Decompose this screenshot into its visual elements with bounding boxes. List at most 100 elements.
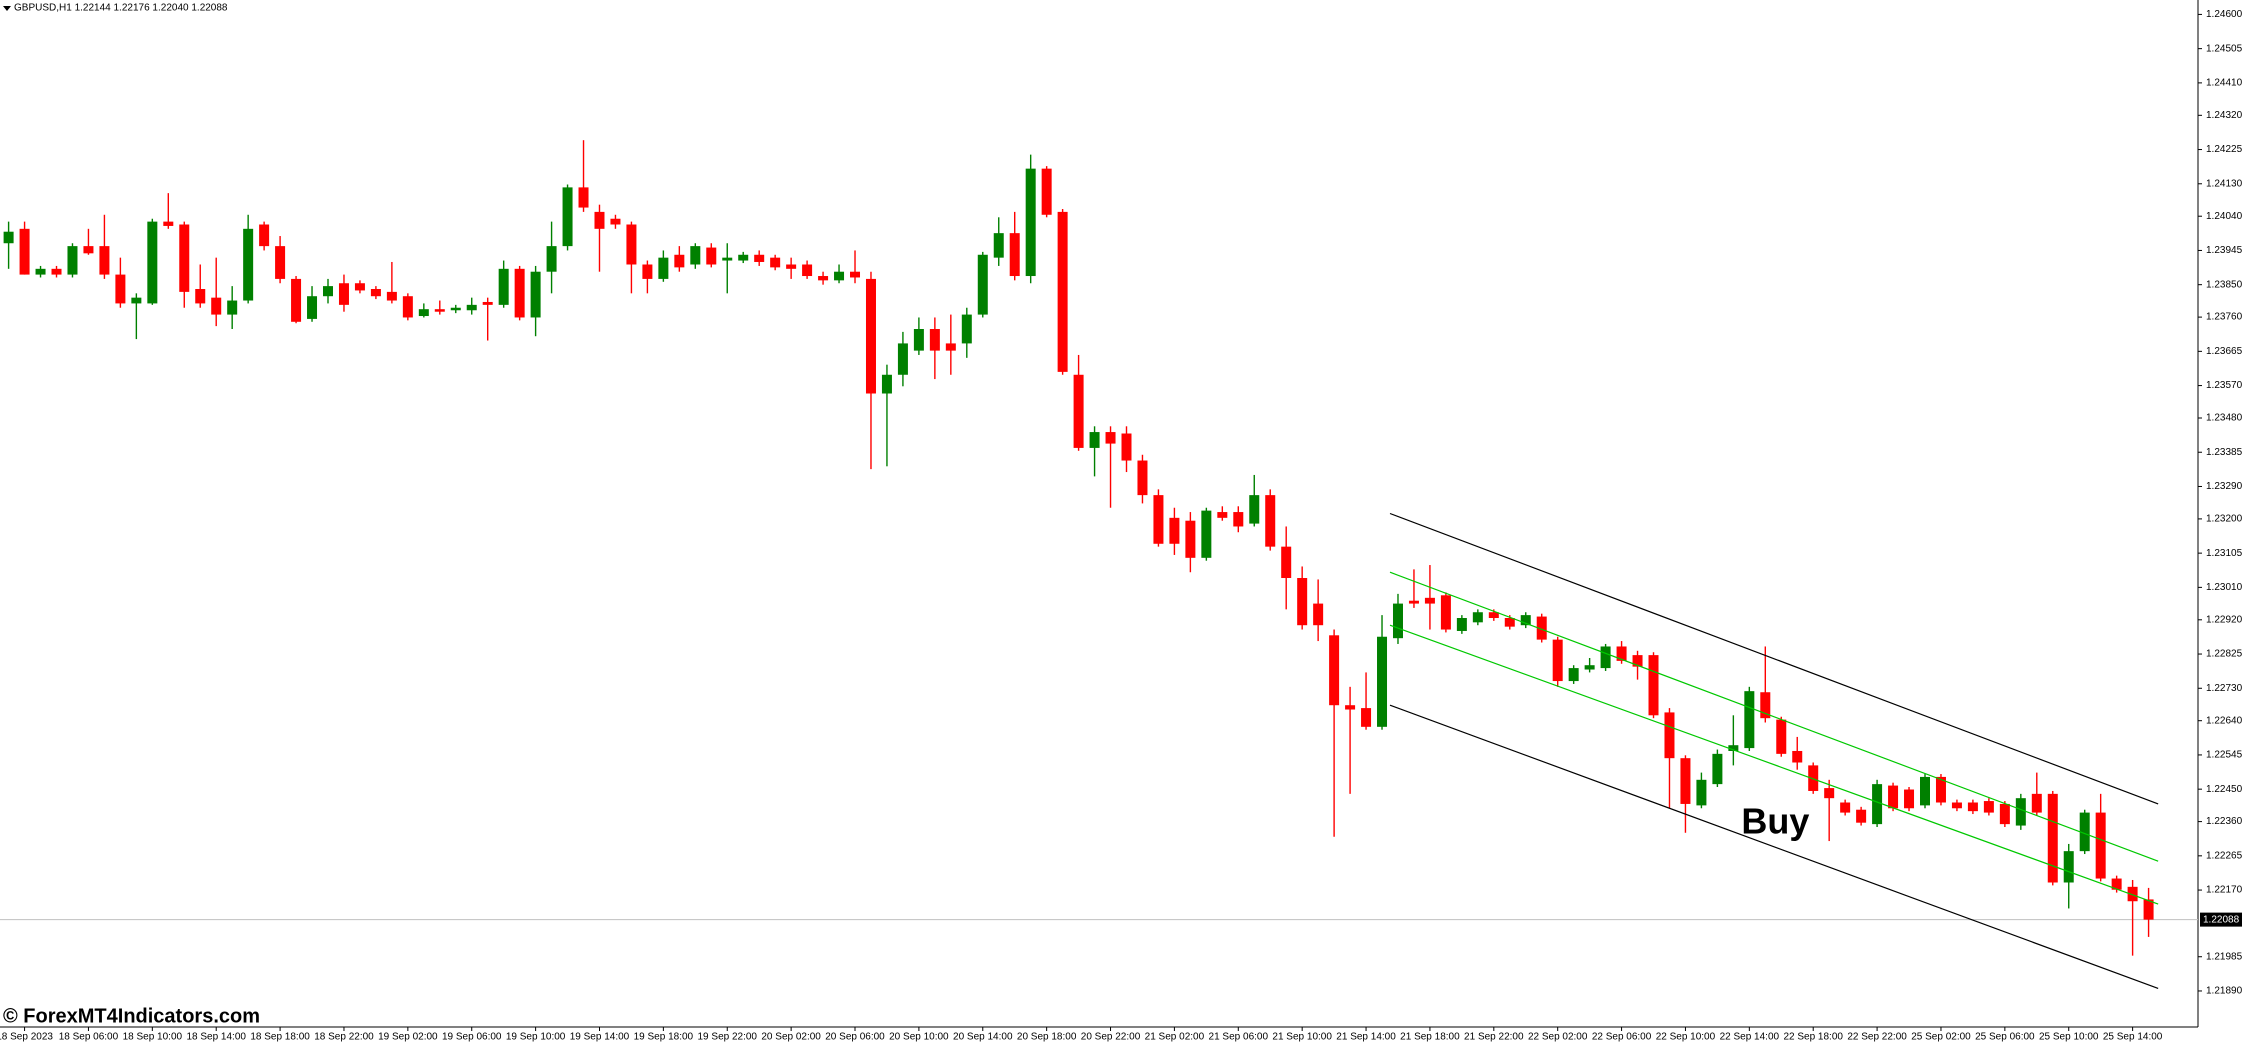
- candle-body: [2127, 886, 2138, 902]
- candle-body: [1760, 692, 1771, 719]
- candle-body: [2047, 793, 2058, 883]
- candle-body: [1600, 646, 1611, 669]
- candle-body: [466, 304, 477, 311]
- candle-body: [674, 254, 685, 268]
- candle-body: [802, 264, 813, 277]
- candle-body: [1935, 776, 1946, 803]
- candle-body: [1201, 510, 1212, 558]
- candle-body: [243, 228, 254, 301]
- y-tick-label: 1.24505: [2206, 43, 2243, 54]
- candle-body: [881, 374, 892, 394]
- y-tick-label: 1.21890: [2206, 986, 2243, 997]
- current-price-box: [2200, 912, 2242, 927]
- candle-body: [67, 246, 78, 275]
- candle-body: [1824, 788, 1835, 799]
- y-tick-label: 1.24130: [2206, 178, 2243, 189]
- candle-body: [1920, 776, 1930, 806]
- candle-body: [307, 296, 318, 319]
- x-tick-label: 20 Sep 10:00: [889, 1032, 949, 1043]
- candle-body: [1888, 785, 1899, 809]
- candle-body: [115, 274, 126, 304]
- x-tick-label: 18 Sep 10:00: [123, 1032, 183, 1043]
- candle-body: [291, 278, 302, 322]
- candle-body: [1520, 615, 1531, 626]
- candle-body: [1967, 802, 1978, 812]
- candle-body: [1872, 784, 1883, 825]
- candle-body: [1999, 803, 2010, 825]
- candle-body: [1041, 168, 1052, 215]
- candle-body: [897, 343, 908, 375]
- channel-line: [1389, 571, 2159, 862]
- candle-body: [1073, 374, 1084, 448]
- candle-body: [706, 247, 717, 265]
- chart-title: GBPUSD,H1 1.22144 1.22176 1.22040 1.2208…: [14, 3, 228, 14]
- x-tick-label: 20 Sep 02:00: [761, 1032, 821, 1043]
- x-tick-label: 25 Sep 14:00: [2103, 1032, 2163, 1043]
- candle-body: [562, 187, 573, 247]
- y-tick-label: 1.24320: [2206, 110, 2243, 121]
- y-tick-label: 1.24600: [2206, 9, 2243, 20]
- candle-body: [929, 329, 940, 351]
- x-tick-label: 20 Sep 14:00: [953, 1032, 1013, 1043]
- candle-body: [2063, 851, 2074, 883]
- candle-body: [626, 224, 637, 265]
- y-tick-label: 1.23200: [2206, 514, 2243, 525]
- channel-line: [1389, 624, 2159, 905]
- candle-body: [211, 297, 222, 315]
- candle-body: [2031, 793, 2042, 813]
- y-tick-label: 1.23010: [2206, 582, 2243, 593]
- candle-body: [1504, 618, 1515, 627]
- candle-body: [35, 268, 46, 275]
- candle-body: [402, 296, 413, 318]
- y-tick-label: 1.23570: [2206, 380, 2243, 391]
- candle-body: [834, 271, 845, 281]
- candle-body: [642, 264, 653, 279]
- y-tick-label: 1.23290: [2206, 481, 2243, 492]
- candle-body: [1904, 789, 1915, 809]
- x-tick-label: 25 Sep 10:00: [2039, 1032, 2099, 1043]
- y-tick-label: 1.23385: [2206, 447, 2243, 458]
- candle-body: [961, 314, 972, 344]
- candle-body: [2111, 878, 2122, 890]
- menu-arrow[interactable]: [3, 6, 11, 11]
- candle-body: [1345, 705, 1356, 710]
- candle-body: [722, 257, 733, 261]
- x-tick-label: 21 Sep 02:00: [1145, 1032, 1205, 1043]
- candle-body: [99, 246, 110, 275]
- candle-body: [754, 254, 765, 262]
- candle-body: [690, 246, 701, 265]
- candle-body: [770, 257, 781, 268]
- y-tick-label: 1.23105: [2206, 548, 2243, 559]
- candle-body: [1536, 616, 1547, 640]
- y-tick-label: 1.22450: [2206, 784, 2243, 795]
- candle-body: [1424, 597, 1435, 604]
- candle-body: [1105, 432, 1116, 444]
- y-tick-label: 1.22545: [2206, 750, 2243, 761]
- y-tick-label: 1.22265: [2206, 850, 2243, 861]
- candle-body: [1616, 646, 1627, 661]
- candle-body: [578, 187, 589, 208]
- x-tick-label: 19 Sep 06:00: [442, 1032, 502, 1043]
- x-tick-label: 25 Sep 06:00: [1975, 1032, 2035, 1043]
- channel-line: [1389, 704, 2159, 990]
- candle-body: [1856, 809, 1867, 823]
- y-tick-label: 1.23945: [2206, 245, 2243, 256]
- candle-body: [354, 283, 365, 291]
- candle-body: [275, 246, 286, 279]
- candle-body: [1009, 233, 1020, 277]
- candle-body: [530, 271, 541, 318]
- watermark: © ForexMT4Indicators.com: [3, 1005, 260, 1027]
- y-tick-label: 1.23760: [2206, 312, 2243, 323]
- candle-body: [1648, 655, 1659, 716]
- candle-body: [945, 343, 956, 351]
- y-tick-label: 1.23665: [2206, 346, 2243, 357]
- candle-body: [1233, 512, 1244, 527]
- candle-body: [1440, 595, 1451, 630]
- x-tick-label: 22 Sep 18:00: [1783, 1032, 1843, 1043]
- y-tick-label: 1.22730: [2206, 683, 2243, 694]
- candle-body: [1983, 801, 1994, 813]
- candle-body: [131, 297, 142, 304]
